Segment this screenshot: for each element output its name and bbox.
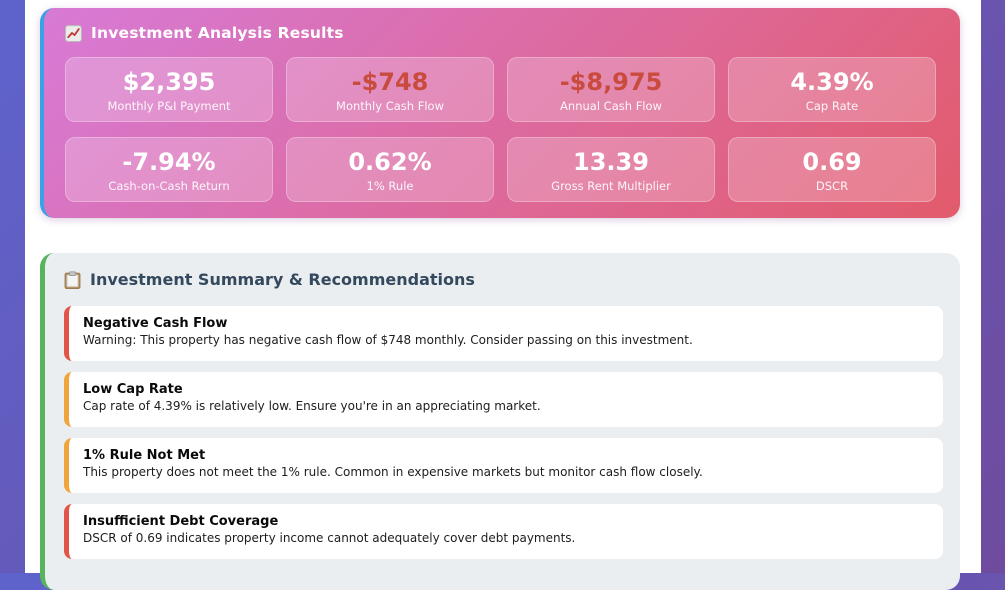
metric-dscr: 0.69 DSCR — [728, 137, 936, 202]
metric-label: Annual Cash Flow — [560, 99, 662, 113]
recommendation-text: Cap rate of 4.39% is relatively low. Ens… — [83, 399, 541, 413]
metric-value: -7.94% — [122, 148, 216, 176]
recommendation-text: This property does not meet the 1% rule.… — [83, 465, 703, 479]
recommendation-insufficient-debt-coverage: Insufficient Debt Coverage DSCR of 0.69 … — [64, 504, 943, 559]
summary-recommendations-card: Investment Summary & Recommendations Neg… — [40, 253, 960, 590]
metric-label: 1% Rule — [366, 179, 414, 193]
metric-label: DSCR — [815, 179, 849, 193]
analysis-results-card: Investment Analysis Results $2,395 Month… — [40, 8, 960, 218]
recommendation-title: 1% Rule Not Met — [83, 448, 206, 463]
chart-increasing-icon — [65, 24, 82, 42]
metric-value-negative: -$8,975 — [559, 68, 663, 96]
recommendation-text: DSCR of 0.69 indicates property income c… — [83, 531, 576, 545]
recommendation-low-cap-rate: Low Cap Rate Cap rate of 4.39% is relati… — [64, 372, 943, 427]
metric-label: Monthly P&I Payment — [107, 99, 231, 113]
metric-label: Cash-on-Cash Return — [108, 179, 230, 193]
metric-label: Monthly Cash Flow — [336, 99, 444, 113]
recommendation-negative-cash-flow: Negative Cash Flow Warning: This propert… — [64, 306, 943, 361]
recommendation-text: Warning: This property has negative cash… — [83, 333, 693, 347]
metric-value-negative: -$748 — [351, 68, 429, 96]
metric-value: 13.39 — [573, 148, 649, 176]
metric-value: 0.62% — [348, 148, 432, 176]
metric-label: Gross Rent Multiplier — [551, 179, 671, 193]
analysis-card-title: Investment Analysis Results — [65, 24, 936, 42]
metric-gross-rent-multiplier: 13.39 Gross Rent Multiplier — [507, 137, 715, 202]
summary-card-title-text: Investment Summary & Recommendations — [90, 270, 475, 289]
main-content: Investment Analysis Results $2,395 Month… — [25, 0, 981, 590]
recommendation-title: Negative Cash Flow — [83, 316, 228, 331]
metric-label: Cap Rate — [805, 99, 859, 113]
metric-value: 0.69 — [802, 148, 862, 176]
metric-value: 4.39% — [790, 68, 874, 96]
metric-one-percent-rule: 0.62% 1% Rule — [286, 137, 494, 202]
metric-cap-rate: 4.39% Cap Rate — [728, 57, 936, 122]
summary-card-title: Investment Summary & Recommendations — [64, 270, 943, 289]
clipboard-icon — [64, 270, 81, 289]
metrics-grid: $2,395 Monthly P&I Payment -$748 Monthly… — [65, 57, 936, 202]
recommendation-one-percent-rule-not-met: 1% Rule Not Met This property does not m… — [64, 438, 943, 493]
metric-value: $2,395 — [122, 68, 216, 96]
metric-annual-cash-flow: -$8,975 Annual Cash Flow — [507, 57, 715, 122]
metric-cash-on-cash-return: -7.94% Cash-on-Cash Return — [65, 137, 273, 202]
metric-monthly-pi-payment: $2,395 Monthly P&I Payment — [65, 57, 273, 122]
recommendation-title: Insufficient Debt Coverage — [83, 514, 279, 529]
recommendation-title: Low Cap Rate — [83, 382, 183, 397]
metric-monthly-cash-flow: -$748 Monthly Cash Flow — [286, 57, 494, 122]
analysis-card-title-text: Investment Analysis Results — [91, 24, 344, 42]
